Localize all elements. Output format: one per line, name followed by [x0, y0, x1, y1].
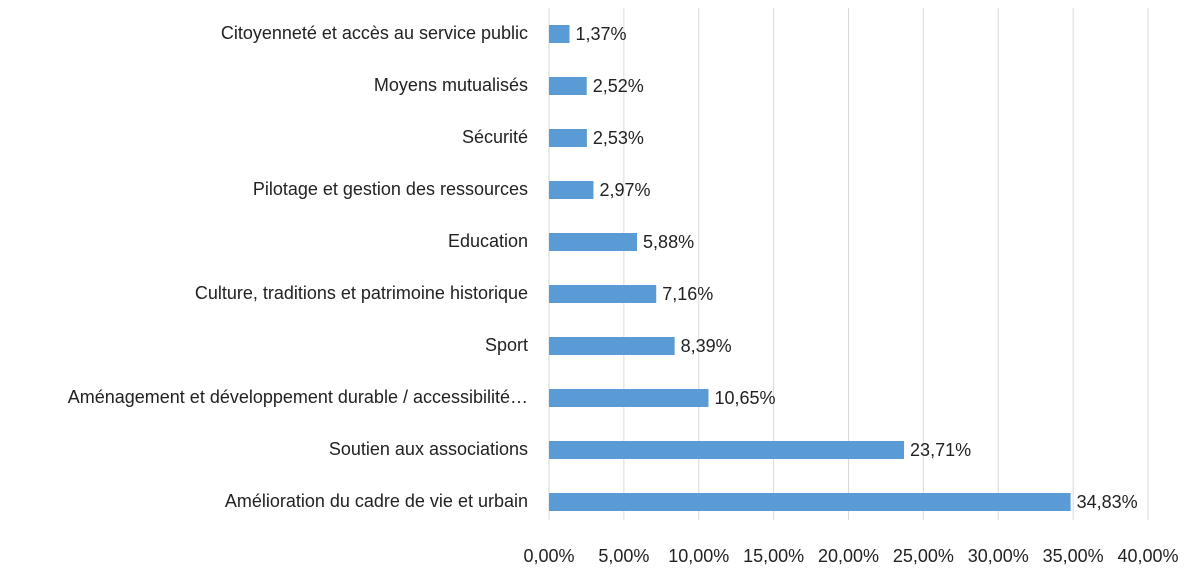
data-label: 7,16%: [662, 284, 713, 304]
data-label: 5,88%: [643, 232, 694, 252]
y-tick-label: Moyens mutualisés: [374, 75, 528, 95]
bar: [549, 233, 638, 251]
bar: [549, 77, 587, 95]
data-label: 2,53%: [593, 128, 644, 148]
y-tick-label: Education: [448, 231, 528, 251]
bar: [549, 493, 1071, 511]
bar: [549, 181, 594, 199]
bar: [549, 389, 709, 407]
y-tick-label: Culture, traditions et patrimoine histor…: [195, 283, 528, 303]
x-tick-label: 35,00%: [1043, 546, 1104, 566]
x-tick-label: 30,00%: [968, 546, 1029, 566]
y-tick-label: Citoyenneté et accès au service public: [221, 23, 528, 43]
data-label: 10,65%: [714, 388, 775, 408]
data-label: 2,97%: [599, 180, 650, 200]
bar: [549, 25, 570, 43]
y-tick-label: Pilotage et gestion des ressources: [253, 179, 528, 199]
x-tick-label: 20,00%: [818, 546, 879, 566]
data-label: 1,37%: [576, 24, 627, 44]
y-tick-label: Sécurité: [462, 127, 528, 147]
y-tick-label: Sport: [485, 335, 528, 355]
y-tick-label: Aménagement et développement durable / a…: [68, 387, 528, 407]
bar: [549, 337, 675, 355]
bar: [549, 441, 905, 459]
x-tick-label: 0,00%: [523, 546, 574, 566]
x-tick-label: 25,00%: [893, 546, 954, 566]
x-tick-label: 15,00%: [743, 546, 804, 566]
bar: [549, 285, 657, 303]
y-tick-label: Amélioration du cadre de vie et urbain: [225, 491, 528, 511]
data-label: 34,83%: [1077, 492, 1138, 512]
bar: [549, 129, 587, 147]
x-tick-label: 10,00%: [668, 546, 729, 566]
data-label: 8,39%: [681, 336, 732, 356]
data-label: 2,52%: [593, 76, 644, 96]
data-label: 23,71%: [910, 440, 971, 460]
y-tick-label: Soutien aux associations: [329, 439, 528, 459]
x-tick-label: 40,00%: [1117, 546, 1178, 566]
x-tick-label: 5,00%: [598, 546, 649, 566]
